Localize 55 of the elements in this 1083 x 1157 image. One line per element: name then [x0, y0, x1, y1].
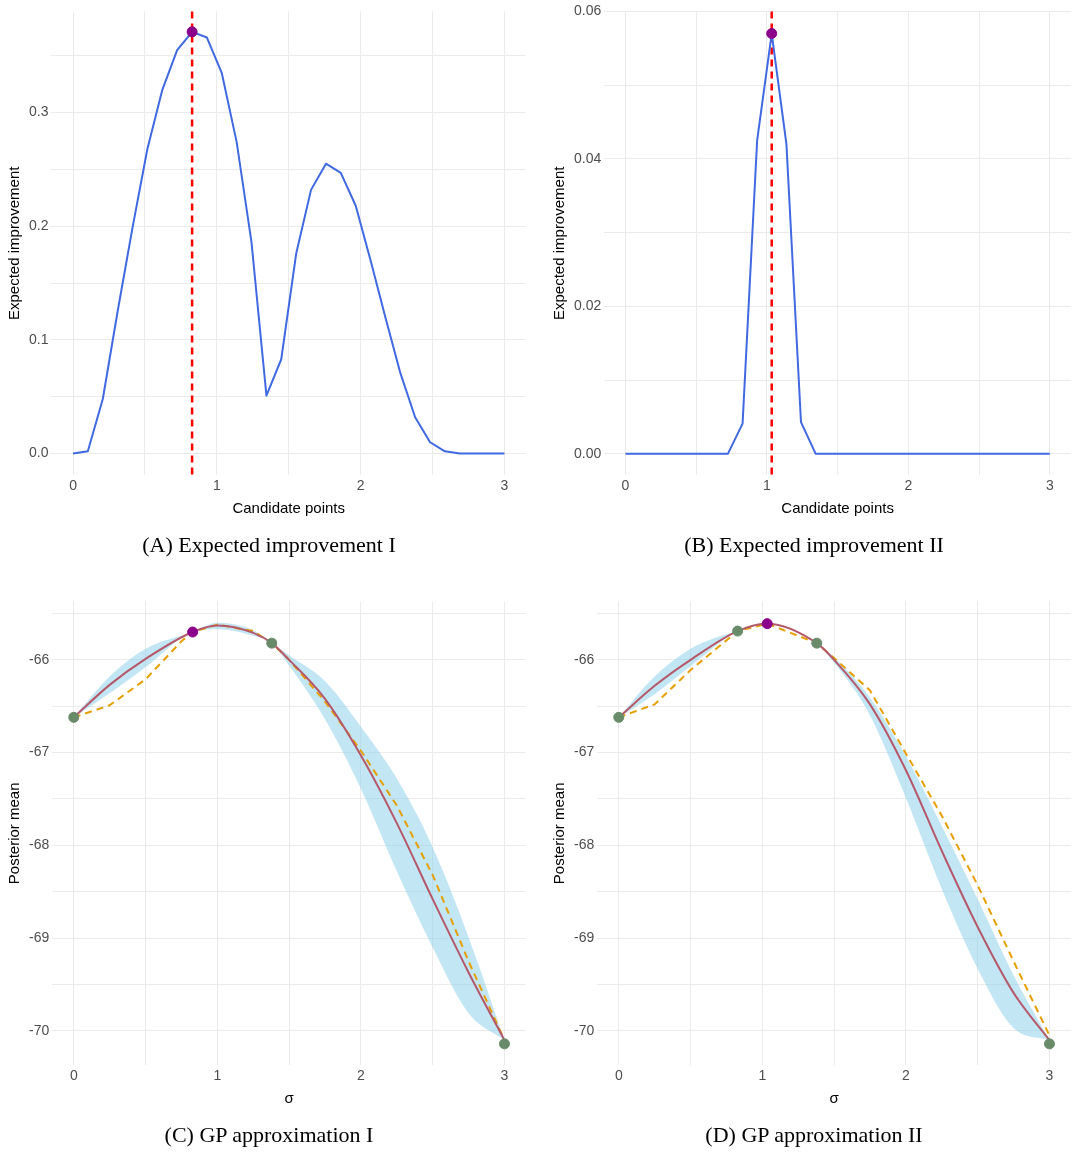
text: (B) Expected improvement II — [683, 532, 945, 558]
y-axis-title: Posterior mean — [5, 782, 23, 885]
point — [498, 1038, 510, 1050]
text: (C) GP approximation I — [163, 1122, 375, 1148]
y-tick-label: 0.02 — [574, 297, 602, 314]
x-tick-label: 2 — [904, 477, 913, 494]
x-tick-label: 3 — [1045, 477, 1054, 494]
x-tick-label: 2 — [902, 1067, 910, 1084]
y-tick-label: -69 — [574, 928, 595, 945]
x-axis-title: Candidate points — [232, 499, 346, 517]
point — [811, 637, 823, 649]
y-tick-label: -69 — [29, 928, 50, 945]
point — [1043, 1038, 1055, 1050]
y-tick-label: -70 — [574, 1021, 595, 1038]
y-axis-title: Posterior mean — [550, 782, 568, 885]
y-tick-label: -67 — [29, 743, 50, 760]
y-tick-label: 0.2 — [28, 217, 49, 234]
x-tick-label: 0 — [69, 477, 78, 494]
point — [266, 637, 278, 649]
x-tick-label: 1 — [213, 1067, 222, 1084]
x-tick-label: 3 — [500, 1067, 509, 1084]
y-tick-label: 0.04 — [574, 149, 602, 166]
x-tick-label: 3 — [500, 477, 509, 494]
point — [732, 625, 744, 637]
y-tick-label: -68 — [29, 836, 50, 853]
y-tick-label: -66 — [29, 650, 50, 667]
point — [68, 711, 80, 723]
y-tick-label: -70 — [29, 1021, 50, 1038]
text: (D) GP approximation II — [704, 1122, 924, 1148]
y-tick-label: 0.1 — [28, 330, 49, 347]
y-tick-label: -66 — [574, 650, 595, 667]
x-tick-label: 0 — [621, 477, 630, 494]
x-tick-label: 0 — [69, 1067, 78, 1084]
y-tick-label: 0.0 — [28, 444, 49, 461]
x-tick-label: 3 — [1045, 1067, 1054, 1084]
point — [761, 618, 773, 630]
x-tick-label: 1 — [758, 1067, 767, 1084]
y-axis-title: Expected improvement — [550, 165, 568, 320]
y-tick-label: 0.3 — [28, 103, 49, 120]
y-tick-label: 0.06 — [574, 2, 602, 19]
x-tick-label: 1 — [212, 477, 221, 494]
y-tick-label: 0.00 — [574, 444, 602, 461]
x-tick-label: 2 — [356, 477, 365, 494]
y-tick-label: -67 — [574, 743, 595, 760]
x-tick-label: 0 — [614, 1067, 623, 1084]
y-tick-label: -68 — [574, 836, 595, 853]
x-tick-label: 1 — [763, 477, 772, 494]
y-axis-title: Expected improvement — [5, 165, 23, 320]
point — [613, 711, 625, 723]
x-axis-title: σ — [284, 1089, 295, 1107]
x-axis-title: Candidate points — [781, 499, 894, 517]
text: (A) Expected improvement I — [141, 532, 397, 558]
x-axis-title: σ — [829, 1089, 840, 1107]
point — [187, 626, 199, 638]
x-tick-label: 2 — [357, 1067, 365, 1084]
